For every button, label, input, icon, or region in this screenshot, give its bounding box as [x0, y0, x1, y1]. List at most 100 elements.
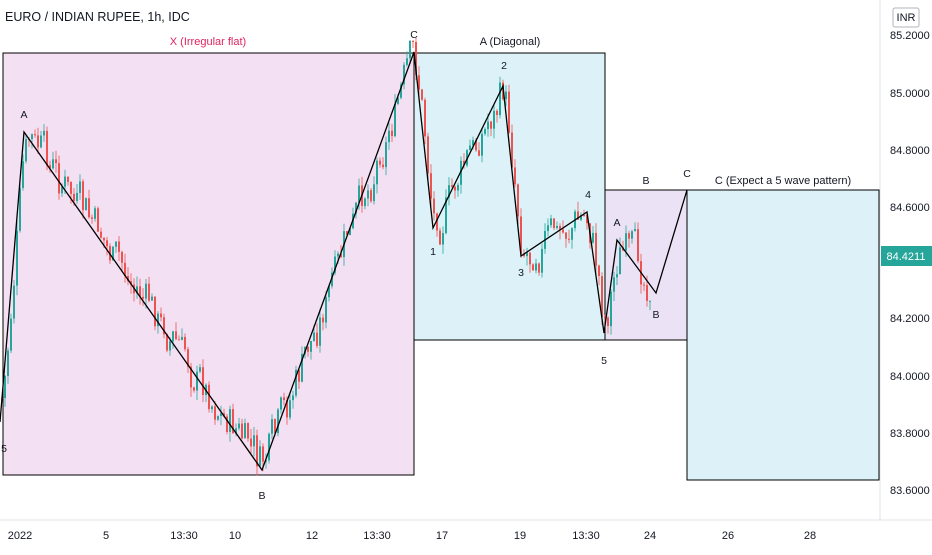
candle-body	[319, 317, 321, 346]
candle-body	[94, 208, 96, 219]
price-axis[interactable]: 85.2000 85.0000 84.8000 84.6000 84.2000 …	[890, 30, 930, 497]
candle-body	[289, 400, 291, 418]
candle-body	[232, 409, 234, 434]
candle-body	[535, 263, 537, 271]
candle-body	[7, 350, 9, 376]
price-tick: 84.2000	[890, 313, 930, 325]
elliott-wave-line[interactable]	[0, 51, 688, 472]
wave-label-4: 4	[585, 189, 591, 201]
candle-body	[244, 423, 246, 439]
candle-body	[121, 251, 123, 263]
candle-body	[217, 416, 219, 420]
candle-body	[430, 173, 432, 199]
currency-badge[interactable]	[892, 7, 920, 28]
candle-body	[256, 435, 258, 467]
candle-body	[253, 435, 255, 447]
candle-body	[16, 230, 18, 286]
candle-body	[508, 91, 510, 133]
candle-body	[472, 140, 474, 146]
candle-body	[592, 232, 594, 243]
candle-body	[238, 423, 240, 429]
wave-label-small-b: B	[652, 309, 659, 321]
candle-body	[634, 229, 636, 232]
box-x-irregular-flat[interactable]	[2, 52, 415, 476]
candle-body	[439, 230, 441, 245]
candle-body	[67, 176, 69, 182]
candle-body	[247, 423, 249, 439]
candle-body	[484, 129, 486, 134]
candle-body	[79, 181, 81, 193]
time-tick: 24	[644, 530, 656, 542]
candle-body	[91, 217, 93, 219]
candle-body	[415, 42, 417, 76]
candle-body	[571, 228, 573, 240]
candle-body	[562, 229, 564, 233]
candle-body	[643, 284, 645, 286]
candle-body	[580, 214, 582, 220]
candle-body	[556, 226, 558, 228]
candle-body	[379, 160, 381, 165]
currency-badge-label: INR	[897, 12, 916, 24]
candle-body	[412, 40, 414, 42]
candle-body	[532, 264, 534, 271]
candle-body	[523, 253, 525, 257]
candle-body	[448, 185, 450, 198]
candle-body	[142, 296, 144, 299]
box-small-abc[interactable]	[604, 189, 688, 341]
candle-body	[13, 285, 15, 319]
wave-label-5: 5	[601, 355, 607, 367]
candle-body	[34, 134, 36, 136]
candle-body	[385, 142, 387, 168]
candle-body	[613, 277, 615, 292]
candle-body	[127, 276, 129, 282]
candle-body	[298, 369, 300, 382]
candle-body	[106, 240, 108, 247]
candle-body	[292, 395, 294, 401]
candle-body	[4, 375, 6, 399]
candle-body	[175, 331, 177, 340]
time-tick: 10	[229, 530, 241, 542]
candle-body	[100, 231, 102, 238]
wave-label-c: C	[410, 29, 418, 41]
wave-label-big-c: C	[683, 168, 691, 180]
time-axis[interactable]: 2022 5 13:30 10 12 13:30 17 19 13:30 24 …	[8, 530, 816, 542]
candle-body	[349, 228, 351, 235]
candle-body	[403, 64, 405, 85]
candle-body	[496, 110, 498, 115]
candle-body	[454, 186, 456, 191]
candle-body	[460, 160, 462, 185]
candle-body	[82, 181, 84, 211]
box-c-expect-5-wave[interactable]	[686, 189, 880, 481]
candle-body	[271, 419, 273, 434]
candle-body	[43, 130, 45, 136]
candle-body	[85, 198, 87, 211]
candle-body	[442, 233, 444, 245]
price-tick: 83.6000	[890, 485, 930, 497]
candle-body	[541, 248, 543, 273]
candle-body	[565, 232, 567, 239]
price-tick: 84.6000	[890, 202, 930, 214]
candle-body	[607, 317, 609, 326]
candle-body	[409, 40, 411, 59]
candle-body	[199, 367, 201, 372]
candle-body	[52, 159, 54, 169]
candle-body	[220, 413, 222, 416]
candle-body	[277, 409, 279, 433]
candle-body	[397, 97, 399, 104]
candle-body	[394, 103, 396, 137]
candle-body	[517, 184, 519, 217]
candle-body	[166, 334, 168, 351]
wave-label-5-left: 5	[1, 443, 7, 455]
candle-body	[499, 82, 501, 116]
candle-body	[328, 286, 330, 298]
candle-body	[337, 253, 339, 257]
candle-body	[115, 241, 117, 247]
candle-body	[463, 160, 465, 166]
candle-body	[268, 433, 270, 461]
time-tick: 12	[306, 530, 318, 542]
candle-body	[400, 84, 402, 98]
wave-label-big-b: B	[642, 175, 649, 187]
candle-body	[49, 165, 51, 169]
